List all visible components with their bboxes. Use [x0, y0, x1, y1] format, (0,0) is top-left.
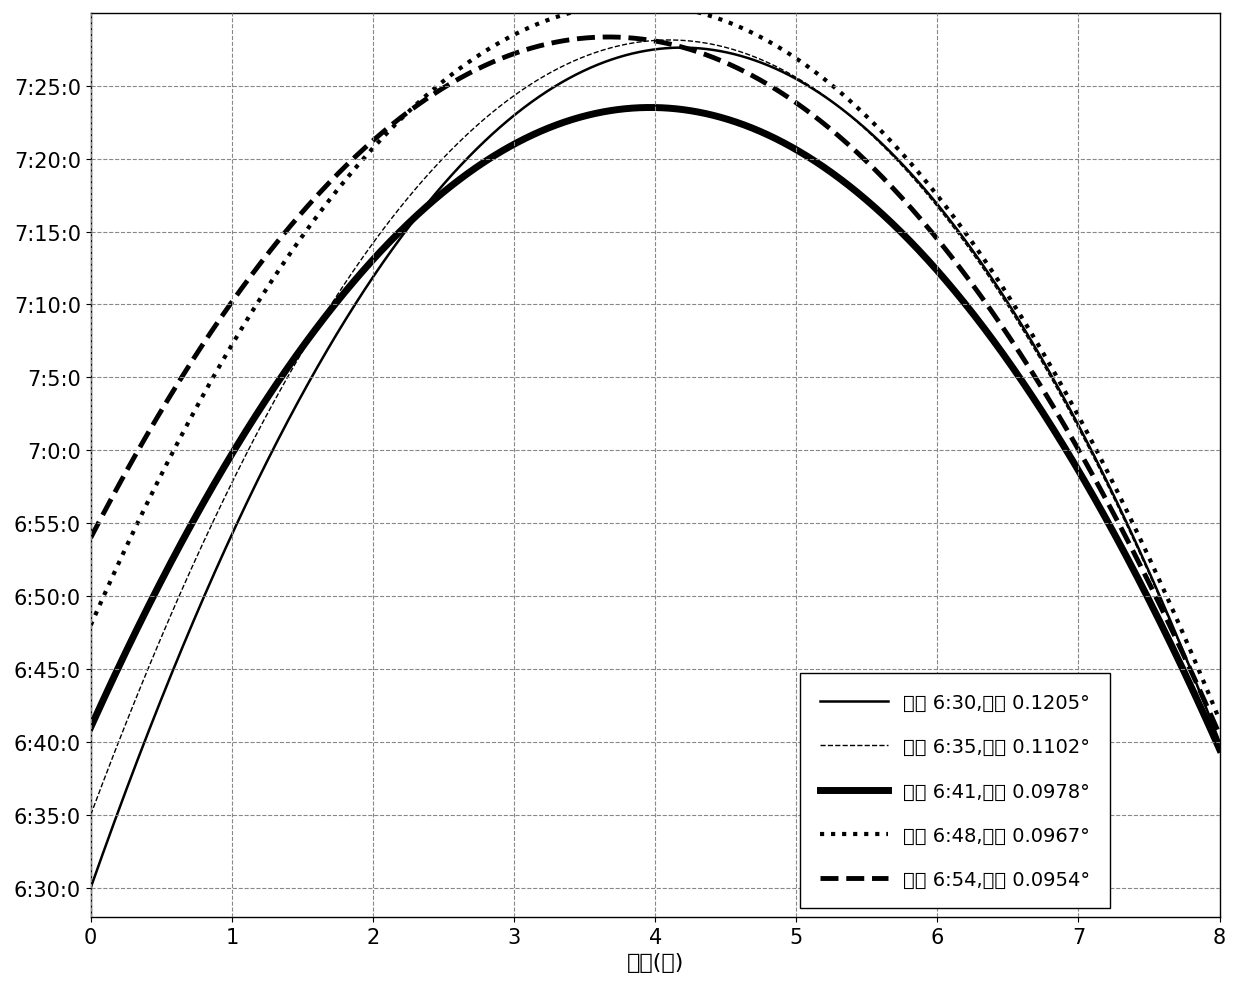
起始 6:30,偏置 0.1205° — [83, 881, 98, 893]
起始 6:54,偏置 0.0954° — [632, 34, 647, 45]
起始 6:30,偏置 0.1205° — [1180, 656, 1195, 668]
起始 6:41,偏置 0.0978° — [632, 103, 647, 114]
Line: 起始 6:41,偏置 0.0978°: 起始 6:41,偏置 0.0978° — [91, 108, 1220, 749]
起始 6:35,偏置 0.1102° — [972, 259, 987, 271]
起始 6:48,偏置 0.0967° — [632, 0, 647, 11]
起始 6:35,偏置 0.1102° — [603, 43, 618, 55]
起始 6:35,偏置 0.1102° — [661, 35, 676, 46]
起始 6:48,偏置 0.0967° — [627, 0, 642, 11]
起始 6:48,偏置 0.0967° — [1180, 638, 1195, 650]
起始 6:41,偏置 0.0978° — [1180, 673, 1195, 685]
起始 6:54,偏置 0.0954° — [141, 427, 156, 439]
起始 6:41,偏置 0.0978° — [603, 106, 618, 117]
起始 6:54,偏置 0.0954° — [1180, 658, 1195, 669]
起始 6:54,偏置 0.0954° — [1213, 729, 1228, 740]
起始 6:48,偏置 0.0967° — [1179, 636, 1194, 648]
起始 6:48,偏置 0.0967° — [603, 0, 618, 12]
起始 6:35,偏置 0.1102° — [1213, 737, 1228, 748]
起始 6:48,偏置 0.0967° — [1213, 715, 1228, 727]
起始 6:35,偏置 0.1102° — [1179, 656, 1194, 668]
起始 6:41,偏置 0.0978° — [83, 722, 98, 734]
起始 6:48,偏置 0.0967° — [83, 619, 98, 631]
Line: 起始 6:35,偏置 0.1102°: 起始 6:35,偏置 0.1102° — [91, 40, 1220, 815]
起始 6:54,偏置 0.0954° — [1179, 657, 1194, 669]
X-axis label: 时间(年): 时间(年) — [626, 952, 683, 972]
起始 6:30,偏置 0.1205° — [1179, 655, 1194, 667]
起始 6:35,偏置 0.1102° — [83, 810, 98, 821]
起始 6:48,偏置 0.0967° — [141, 495, 156, 507]
Line: 起始 6:30,偏置 0.1205°: 起始 6:30,偏置 0.1205° — [91, 48, 1220, 887]
起始 6:35,偏置 0.1102° — [1180, 657, 1195, 669]
起始 6:30,偏置 0.1205° — [675, 42, 689, 54]
起始 6:30,偏置 0.1205° — [632, 47, 647, 59]
起始 6:41,偏置 0.0978° — [141, 600, 156, 612]
Legend: 起始 6:30,偏置 0.1205°, 起始 6:35,偏置 0.1102°, 起始 6:41,偏置 0.0978°, 起始 6:48,偏置 0.0967°, : 起始 6:30,偏置 0.1205°, 起始 6:35,偏置 0.1102°, … — [800, 673, 1110, 908]
起始 6:41,偏置 0.0978° — [1213, 743, 1228, 755]
起始 6:35,偏置 0.1102° — [632, 37, 647, 49]
起始 6:54,偏置 0.0954° — [83, 532, 98, 544]
起始 6:54,偏置 0.0954° — [603, 32, 618, 43]
起始 6:30,偏置 0.1205° — [141, 727, 156, 739]
起始 6:54,偏置 0.0954° — [972, 290, 987, 302]
起始 6:54,偏置 0.0954° — [601, 32, 616, 43]
起始 6:30,偏置 0.1205° — [972, 256, 987, 268]
起始 6:48,偏置 0.0967° — [972, 248, 987, 260]
起始 6:41,偏置 0.0978° — [972, 317, 987, 329]
起始 6:30,偏置 0.1205° — [1213, 737, 1228, 748]
起始 6:41,偏置 0.0978° — [642, 103, 657, 114]
Line: 起始 6:54,偏置 0.0954°: 起始 6:54,偏置 0.0954° — [91, 37, 1220, 735]
Line: 起始 6:48,偏置 0.0967°: 起始 6:48,偏置 0.0967° — [91, 5, 1220, 721]
起始 6:30,偏置 0.1205° — [603, 55, 618, 67]
起始 6:41,偏置 0.0978° — [1179, 671, 1194, 683]
起始 6:35,偏置 0.1102° — [141, 663, 156, 674]
